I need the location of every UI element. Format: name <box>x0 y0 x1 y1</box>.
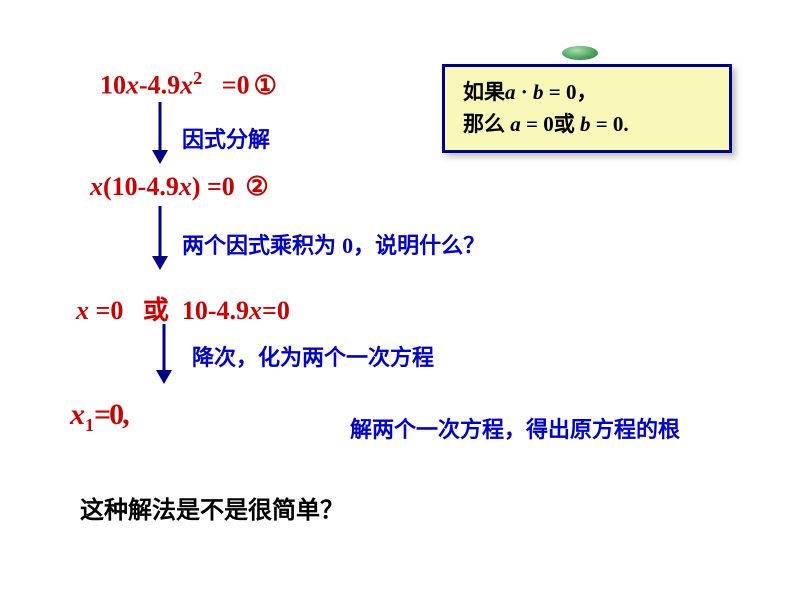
text: 10-4.9 <box>169 296 249 325</box>
equals: =0 <box>202 71 249 100</box>
text: =0 <box>262 296 290 325</box>
var-x: x <box>70 398 85 431</box>
rule-line-2: 那么 a = 0或 b = 0. <box>463 109 711 141</box>
step-label-solve: 解两个一次方程，得出原方程的根 <box>350 412 680 444</box>
var-a: a <box>505 80 516 104</box>
equation-2: x(10-4.9x) =0 ② <box>90 172 269 202</box>
var-x: x <box>76 296 89 325</box>
text: = 0 <box>521 112 554 136</box>
exponent: 2 <box>193 68 202 88</box>
text: = 0. <box>590 112 628 136</box>
step-label-product-zero: 两个因式乘积为 0，说明什么？ <box>182 228 485 260</box>
circle-number-2: ② <box>245 172 268 202</box>
equation-3: x =0 或 10-4.9x=0 <box>76 290 290 327</box>
arrow-2 <box>152 206 168 268</box>
decorative-disc <box>562 46 598 60</box>
var-x: x <box>249 296 262 325</box>
text: (10-4.9 <box>103 172 179 201</box>
zero-product-rule-box: 如果a · b = 0， 那么 a = 0或 b = 0. <box>442 64 732 153</box>
text: = 0， <box>544 80 598 104</box>
arrow-1 <box>152 102 168 162</box>
dot: · <box>516 80 534 104</box>
coef: -4.9 <box>139 71 180 100</box>
equation-1: 10x-4.9x2 =0① <box>100 68 277 101</box>
text: =0 <box>89 296 143 325</box>
var-x: x <box>180 71 193 100</box>
subscript: 1 <box>85 415 94 435</box>
zero: 0 <box>342 233 353 258</box>
value: =0, <box>94 398 128 431</box>
var-x: x <box>126 71 139 100</box>
rule-line-1: 如果a · b = 0， <box>463 77 711 109</box>
var-a: a <box>510 112 521 136</box>
circle-number-1: ① <box>254 71 277 101</box>
or-text: 或 <box>143 295 169 325</box>
text: 那么 <box>463 112 510 136</box>
final-question: 这种解法是不是很简单？ <box>80 490 344 525</box>
step-label-factoring: 因式分解 <box>182 122 270 154</box>
text: 两个因式乘积为 <box>182 233 342 258</box>
var-b: b <box>580 112 591 136</box>
text: 如果 <box>463 80 505 104</box>
or-text: 或 <box>554 112 575 136</box>
arrow-3 <box>156 324 172 382</box>
equation-4-solution: x1=0, <box>70 398 128 436</box>
text: ，说明什么？ <box>353 233 485 258</box>
var-x: x <box>179 172 192 201</box>
step-label-reduce-order: 降次，化为两个一次方程 <box>192 340 434 372</box>
var-x: x <box>90 172 103 201</box>
var-b: b <box>533 80 544 104</box>
text: ) =0 <box>192 172 241 201</box>
coef: 10 <box>100 71 126 100</box>
